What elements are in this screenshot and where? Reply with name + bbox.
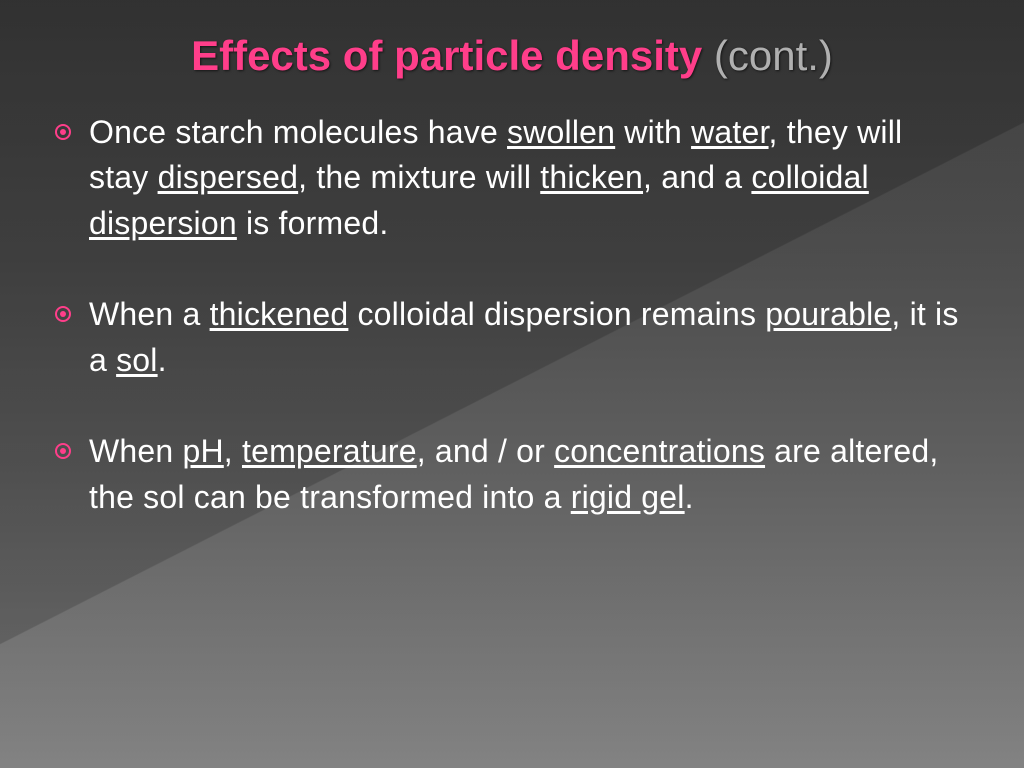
underlined-term: swollen bbox=[507, 114, 615, 150]
underlined-term: dispersed bbox=[158, 159, 299, 195]
bullet-text: When pH, temperature, and / or concentra… bbox=[89, 429, 969, 520]
slide: Effects of particle density (cont.) Once… bbox=[0, 0, 1024, 768]
text-run: , the mixture will bbox=[298, 159, 540, 195]
underlined-term: sol bbox=[116, 342, 158, 378]
underlined-term: pourable bbox=[765, 296, 891, 332]
bullet-item: When pH, temperature, and / or concentra… bbox=[55, 429, 969, 520]
text-run: , and / or bbox=[417, 433, 554, 469]
text-run: colloidal dispersion remains bbox=[348, 296, 765, 332]
bullet-icon bbox=[55, 443, 71, 459]
text-run: is formed. bbox=[237, 205, 389, 241]
underlined-term: pH bbox=[182, 433, 223, 469]
underlined-term: thicken bbox=[540, 159, 643, 195]
text-run: . bbox=[685, 479, 694, 515]
text-run: When a bbox=[89, 296, 210, 332]
bullet-icon bbox=[55, 124, 71, 140]
text-run: Once starch molecules have bbox=[89, 114, 507, 150]
text-run: , and a bbox=[643, 159, 751, 195]
bullet-list: Once starch molecules have swollen with … bbox=[55, 110, 969, 520]
text-run: , bbox=[224, 433, 242, 469]
title-main: Effects of particle density bbox=[191, 32, 702, 79]
text-run: When bbox=[89, 433, 182, 469]
underlined-term: rigid gel bbox=[571, 479, 685, 515]
underlined-term: temperature bbox=[242, 433, 417, 469]
bullet-text: Once starch molecules have swollen with … bbox=[89, 110, 969, 246]
text-run: . bbox=[158, 342, 167, 378]
slide-title: Effects of particle density (cont.) bbox=[55, 32, 969, 80]
text-run: with bbox=[615, 114, 691, 150]
bullet-text: When a thickened colloidal dispersion re… bbox=[89, 292, 969, 383]
underlined-term: concentrations bbox=[554, 433, 765, 469]
bullet-icon bbox=[55, 306, 71, 322]
title-cont: (cont.) bbox=[702, 32, 833, 79]
underlined-term: water bbox=[691, 114, 768, 150]
bullet-item: Once starch molecules have swollen with … bbox=[55, 110, 969, 246]
underlined-term: thickened bbox=[210, 296, 349, 332]
bullet-item: When a thickened colloidal dispersion re… bbox=[55, 292, 969, 383]
